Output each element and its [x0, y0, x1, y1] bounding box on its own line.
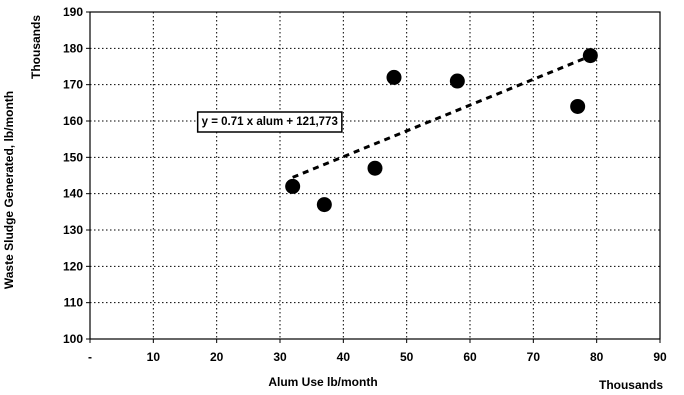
- x-tick-label: 10: [147, 350, 161, 364]
- x-axis-title: Alum Use lb/month: [268, 375, 377, 389]
- y-tick-label: 110: [64, 296, 84, 310]
- data-point: [386, 69, 402, 85]
- data-point: [449, 73, 465, 89]
- y-tick-label: 120: [63, 259, 83, 273]
- x-tick-label: 60: [463, 350, 477, 364]
- x-axis-unit: Thousands: [599, 378, 663, 392]
- y-tick-label: 160: [63, 114, 83, 128]
- x-tick-label: -: [88, 350, 92, 364]
- y-tick-label: 130: [63, 223, 83, 237]
- data-point: [582, 48, 598, 64]
- y-tick-label: 190: [63, 5, 83, 19]
- y-axis-unit: Thousands: [29, 15, 43, 79]
- grid-lines: [86, 11, 661, 343]
- equation-label: y = 0.71 x alum + 121,773: [202, 116, 338, 128]
- x-tick-label: 70: [527, 350, 541, 364]
- y-axis-title: Waste Sludge Generated, lb/month: [2, 91, 16, 289]
- data-point: [316, 197, 332, 213]
- plot-area-frame: [89, 11, 661, 340]
- data-points: [285, 48, 598, 213]
- data-point: [367, 160, 383, 176]
- data-point: [570, 98, 586, 114]
- tick-labels: 100 110 120 130 140 150 160 170 180 190 - 10 20 30 40 5…: [63, 5, 667, 364]
- x-tick-label: 90: [653, 350, 667, 364]
- equation-annotation: y = 0.71 x alum + 121,773: [196, 111, 343, 133]
- y-tick-label: 140: [63, 187, 83, 201]
- trendline: [292, 54, 591, 179]
- y-tick-label: 170: [63, 78, 83, 92]
- x-tick-label: 50: [400, 350, 414, 364]
- y-tick-label: 150: [63, 150, 83, 164]
- x-tick-label: 20: [210, 350, 224, 364]
- x-tick-label: 80: [590, 350, 604, 364]
- y-tick-label: 100: [63, 332, 83, 346]
- x-tick-label: 30: [273, 350, 287, 364]
- data-point: [285, 178, 301, 194]
- equation-box: [196, 111, 343, 133]
- x-tick-label: 40: [337, 350, 351, 364]
- y-tick-label: 180: [63, 41, 83, 55]
